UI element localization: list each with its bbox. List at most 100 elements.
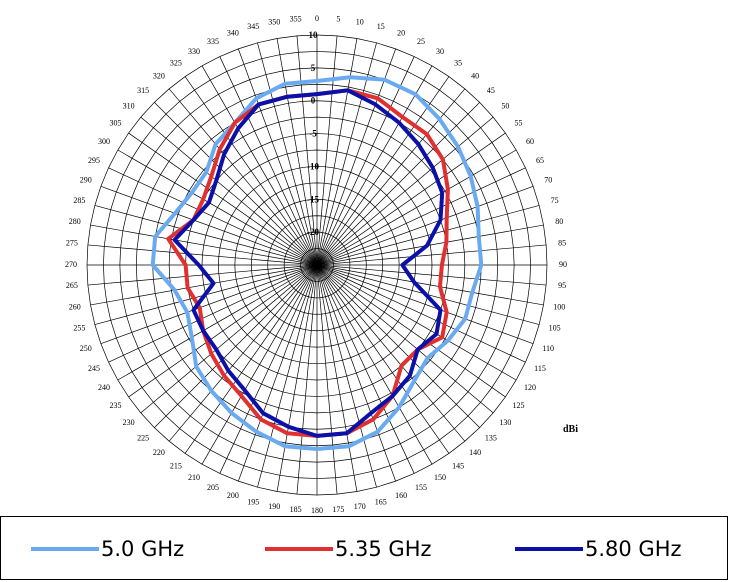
grid-spoke-295 bbox=[108, 167, 318, 266]
angle-label-105: 105 bbox=[549, 324, 561, 333]
angle-label-345: 345 bbox=[247, 22, 259, 31]
angle-label-45: 45 bbox=[487, 86, 495, 95]
angle-label-110: 110 bbox=[542, 344, 554, 353]
angle-label-30: 30 bbox=[436, 47, 444, 56]
angle-label-250: 250 bbox=[80, 344, 92, 353]
grid-spoke-75 bbox=[316, 205, 540, 266]
series-line-1 bbox=[150, 75, 484, 451]
grid-spoke-150 bbox=[316, 264, 433, 465]
grid-spoke-280 bbox=[90, 224, 318, 266]
grid-spoke-160 bbox=[316, 264, 396, 482]
angle-label-210: 210 bbox=[188, 473, 200, 482]
grid-spoke-80 bbox=[316, 224, 544, 266]
legend-item-3: 5.80 GHz bbox=[515, 537, 682, 561]
angle-label-150: 150 bbox=[434, 473, 446, 482]
grid-spoke-355 bbox=[296, 35, 318, 266]
grid-spoke-300 bbox=[117, 149, 318, 266]
grid-spoke-30 bbox=[316, 65, 433, 266]
grid-spoke-95 bbox=[316, 264, 547, 286]
angle-label-155: 155 bbox=[415, 483, 427, 492]
angle-label-295: 295 bbox=[88, 156, 100, 165]
grid-spoke-50 bbox=[316, 116, 494, 266]
angle-label-10: 10 bbox=[356, 18, 364, 27]
angle-label-170: 170 bbox=[354, 502, 366, 511]
angle-label-85: 85 bbox=[558, 238, 566, 247]
grid-spoke-250 bbox=[100, 264, 318, 344]
angle-label-185: 185 bbox=[290, 505, 302, 514]
radial-label-5: 5 bbox=[311, 63, 316, 73]
grid-spoke-135 bbox=[316, 264, 480, 428]
angle-label-175: 175 bbox=[332, 505, 344, 514]
grid-spoke-320 bbox=[168, 88, 318, 266]
legend-swatch-1 bbox=[31, 547, 99, 551]
angle-label-205: 205 bbox=[207, 483, 219, 492]
angle-label-75: 75 bbox=[551, 196, 559, 205]
angle-label-25: 25 bbox=[417, 37, 425, 46]
radial-label-6: 10 bbox=[309, 30, 319, 40]
grid-spoke-65 bbox=[316, 167, 526, 266]
angle-label-325: 325 bbox=[170, 58, 182, 67]
angle-label-240: 240 bbox=[98, 383, 110, 392]
grid-spoke-145 bbox=[316, 264, 450, 454]
grid-spoke-5 bbox=[316, 35, 338, 266]
angle-label-165: 165 bbox=[375, 497, 387, 506]
angle-label-125: 125 bbox=[513, 401, 525, 410]
angle-label-320: 320 bbox=[153, 71, 165, 80]
grid-spoke-220 bbox=[168, 264, 318, 442]
grid-spoke-55 bbox=[316, 132, 506, 266]
angle-label-280: 280 bbox=[69, 217, 81, 226]
series-line-3 bbox=[172, 88, 445, 438]
grid-spoke-240 bbox=[117, 264, 318, 381]
grid-spoke-290 bbox=[100, 186, 318, 266]
angle-label-140: 140 bbox=[469, 448, 481, 457]
angle-label-50: 50 bbox=[501, 102, 509, 111]
angle-label-225: 225 bbox=[137, 434, 149, 443]
legend-item-1: 5.0 GHz bbox=[31, 537, 184, 561]
grid-spoke-25 bbox=[316, 56, 415, 266]
label-group: 0 5 10152025303540455055606570758085909510… bbox=[65, 14, 567, 515]
grid-spoke-125 bbox=[316, 264, 506, 398]
legend-label-2: 5.35 GHz bbox=[335, 537, 432, 561]
angle-label-305: 305 bbox=[110, 119, 122, 128]
angle-label-290: 290 bbox=[80, 176, 92, 185]
grid-spoke-225 bbox=[154, 264, 318, 428]
polar-grid bbox=[86, 34, 548, 496]
grid-spoke-70 bbox=[316, 186, 534, 266]
angle-label-55: 55 bbox=[515, 119, 523, 128]
angle-label-0: 0 bbox=[315, 14, 319, 23]
angle-label-145: 145 bbox=[452, 461, 464, 470]
grid-spoke-275 bbox=[87, 244, 318, 266]
grid-spoke-165 bbox=[316, 264, 377, 488]
legend-swatch-2 bbox=[265, 547, 333, 551]
angle-label-270: 270 bbox=[65, 260, 77, 269]
angle-label-215: 215 bbox=[170, 461, 182, 470]
angle-label-220: 220 bbox=[153, 448, 165, 457]
grid-spoke-200 bbox=[238, 264, 318, 482]
angle-label-15: 15 bbox=[377, 22, 385, 31]
grid-spoke-60 bbox=[316, 149, 517, 266]
angle-label-60: 60 bbox=[526, 137, 534, 146]
grid-spoke-310 bbox=[140, 116, 318, 266]
angle-label-235: 235 bbox=[110, 401, 122, 410]
legend-label-3: 5.80 GHz bbox=[585, 537, 682, 561]
grid-spoke-210 bbox=[201, 264, 318, 465]
grid-spoke-315 bbox=[154, 102, 318, 266]
angle-label-90: 90 bbox=[559, 260, 567, 269]
angle-label-160: 160 bbox=[395, 491, 407, 500]
legend-swatch-3 bbox=[515, 547, 583, 551]
grid-spoke-230 bbox=[140, 264, 318, 414]
grid-spoke-350 bbox=[276, 38, 318, 266]
grid-spoke-205 bbox=[219, 264, 318, 474]
grid-spoke-235 bbox=[128, 264, 318, 398]
grid-spoke-155 bbox=[316, 264, 415, 474]
grid-spoke-185 bbox=[296, 264, 318, 495]
angle-label-65: 65 bbox=[536, 156, 544, 165]
angle-label-100: 100 bbox=[553, 303, 565, 312]
angle-label-130: 130 bbox=[499, 418, 511, 427]
angle-label-200: 200 bbox=[227, 491, 239, 500]
angle-label-35: 35 bbox=[454, 58, 462, 67]
angle-label-190: 190 bbox=[268, 502, 280, 511]
grid-spoke-20 bbox=[316, 48, 396, 266]
angle-label-310: 310 bbox=[123, 102, 135, 111]
angle-label-180: 180 bbox=[311, 506, 323, 515]
